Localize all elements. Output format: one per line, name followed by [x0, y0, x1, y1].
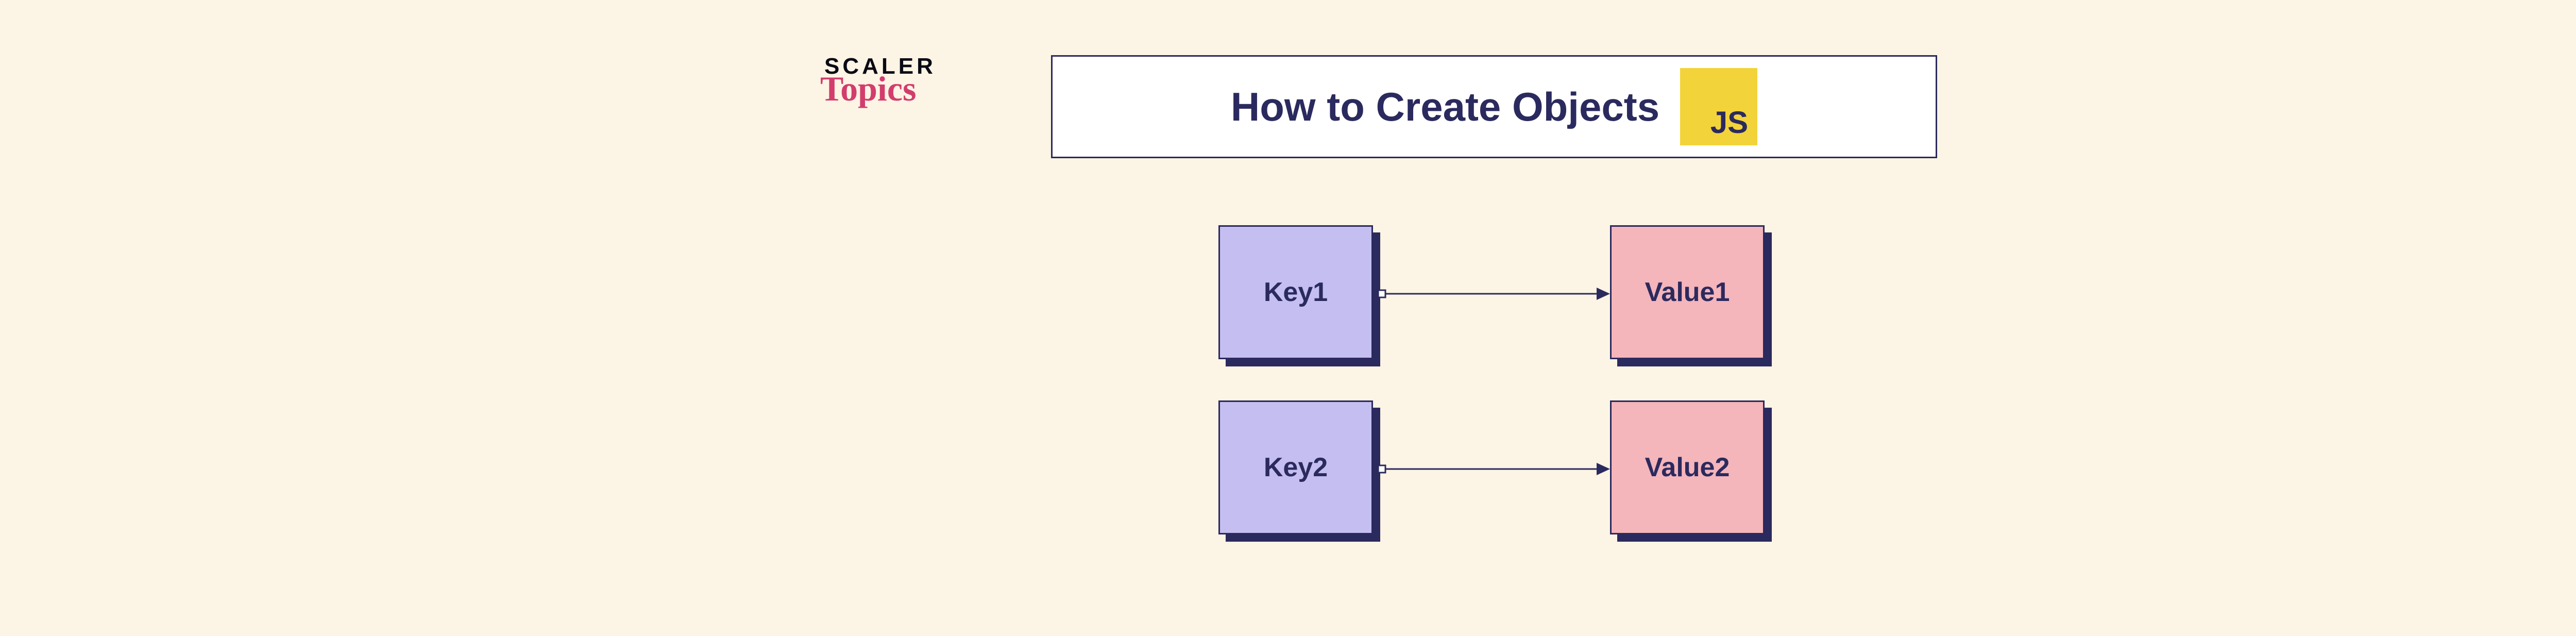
arrow-icon [1378, 286, 1610, 302]
value-node: Value1 [1610, 225, 1765, 359]
arrow-icon [1378, 461, 1610, 477]
infographic-stage: SCALER Topics How to Create Objects JS K… [824, 35, 2267, 601]
scaler-logo: SCALER Topics [824, 55, 936, 103]
value-node: Value2 [1610, 400, 1765, 534]
value-node-label: Value1 [1610, 225, 1765, 359]
value-node-label: Value2 [1610, 400, 1765, 534]
key-node: Key1 [1218, 225, 1373, 359]
title-text: How to Create Objects [1231, 83, 1659, 130]
logo-line2: Topics [820, 75, 936, 103]
title-box: How to Create Objects JS [1051, 55, 1937, 158]
js-badge-label: JS [1710, 107, 1748, 138]
js-badge-icon: JS [1680, 68, 1757, 145]
key-node-label: Key2 [1218, 400, 1373, 534]
key-node: Key2 [1218, 400, 1373, 534]
key-node-label: Key1 [1218, 225, 1373, 359]
